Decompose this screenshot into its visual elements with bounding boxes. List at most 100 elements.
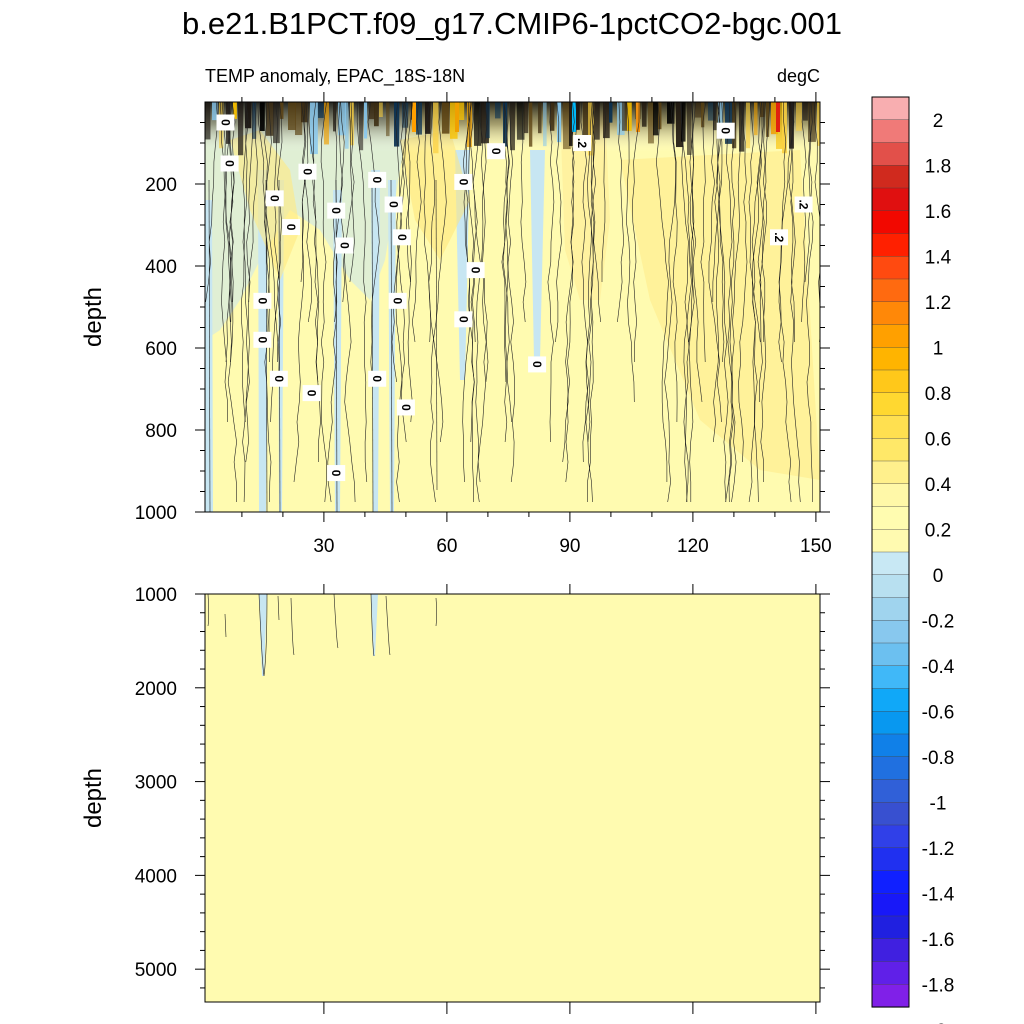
colorbar-label: -0.6 [922,702,955,723]
surface-stripe [310,102,318,155]
contour-line-deep [371,179,374,512]
contour-line [462,102,471,483]
surface-stripe [563,102,571,150]
surface-stripe [205,102,211,140]
contour-label-box [392,229,411,246]
upper-negative-column-6 [388,180,396,512]
upper-warm-region-4 [400,130,470,260]
subtitle-left: TEMP anomaly, EPAC_18S-18N [205,66,465,87]
surface-stripe [676,102,684,148]
colorbar-swatch [871,256,910,280]
contour-label: 0 [253,331,272,348]
contour-label-text: 0 [399,404,413,411]
contour-line [264,102,272,363]
contour-line [225,102,236,363]
colorbar-label: 1.8 [925,156,951,177]
colorbar-swatch [871,165,910,189]
contour-label: 0 [327,465,346,482]
contour-label-text: .2 [772,232,786,242]
surface-stripe [687,102,692,155]
contour-line [547,102,555,443]
contour-label-box [466,262,485,279]
contour-label-box [368,171,387,188]
colorbar-swatch [871,415,910,439]
upper-ytick-label: 600 [145,339,177,360]
surface-stripe [416,102,423,135]
contour-line-deep [435,179,438,491]
surface-stripe [318,102,324,118]
colorbar: 2 1.8 1.6 1.4 1.2 1 0.8 0.6 0.4 0.2 0 -0.2 -0.4 -0.6 -… [871,96,955,1024]
surface-stripe [583,102,590,146]
upper-ytick-label: 800 [145,421,177,442]
contour-line [725,102,736,503]
colorbar-label: 2 [933,111,944,132]
surface-stripe-accent [636,102,640,132]
contour-line [505,102,516,483]
surface-stripe [273,102,280,144]
colorbar-label: -0.2 [922,611,955,632]
contour-line-deep [335,179,338,512]
surface-stripe [260,102,265,132]
surface-stripe [345,102,349,149]
colorbar-label: 1.2 [925,293,951,314]
colorbar-swatch [871,278,910,303]
colorbar-swatch [871,551,910,576]
colorbar-label: -2 [930,1021,947,1024]
contour-line [716,102,729,503]
contour-label-box [454,311,473,328]
contour-line [632,102,640,362]
contour-label-box [716,122,735,139]
surface-stripe [402,102,409,128]
chart-title: b.e21.B1PCT.f09_g17.CMIP6-1pctCO2-bgc.00… [182,6,842,41]
colorbar-label: 1.6 [925,202,951,223]
upper-axis-ticks: 30 60 90 120 150 200 400 600 800 1000 [135,92,832,557]
surface-stripe [603,102,610,139]
contour-label-box [265,190,284,207]
contour-label: 0 [269,370,288,387]
contour-label-box [770,229,788,246]
contour-label-box [253,292,272,309]
contour-label-box [220,155,239,172]
contour-label: 0 [335,237,354,254]
contour-label-text: 0 [268,195,282,202]
contour-line [708,102,722,423]
contour-label-text: 0 [284,224,298,231]
contour-line [585,102,596,503]
surface-stripe [245,102,252,129]
colorbar-swatch [871,756,910,781]
surface-stripe [481,102,489,144]
contour-line [778,102,795,503]
upper-ytick-label: 200 [145,175,177,196]
contour-line [468,102,475,502]
contour-label-text: 0 [469,267,483,274]
colorbar-label: 0.6 [925,429,951,450]
surface-stripe [467,102,472,148]
surface-stripe [622,102,630,131]
surface-stripe [486,102,491,139]
contour-label-text: 0 [329,207,343,214]
surface-stripe [459,102,465,121]
contour-line [761,102,767,343]
surface-stripe [524,102,529,134]
contour-label-box [282,219,301,236]
upper-xtick-label: 90 [559,536,580,557]
contour-line [240,102,249,423]
surface-stripe [789,102,794,149]
contour-line [258,102,279,363]
colorbar-swatch [871,711,910,735]
colorbar-swatch [871,642,910,667]
contour-label-box [302,385,321,402]
surface-stripes [205,102,820,156]
upper-ylabel: depth [80,287,107,347]
surface-stripe [288,102,296,130]
contour-label-box [327,202,346,219]
contour-label: 0 [368,370,387,387]
surface-stripe [359,102,364,151]
surface-stripe [642,102,647,127]
surface-stripe [746,102,751,149]
contour-line [469,102,478,343]
colorbar-label: -1.2 [922,839,955,860]
surface-stripe [609,102,613,123]
surface-stripe [588,102,595,156]
contour-line [751,102,763,503]
